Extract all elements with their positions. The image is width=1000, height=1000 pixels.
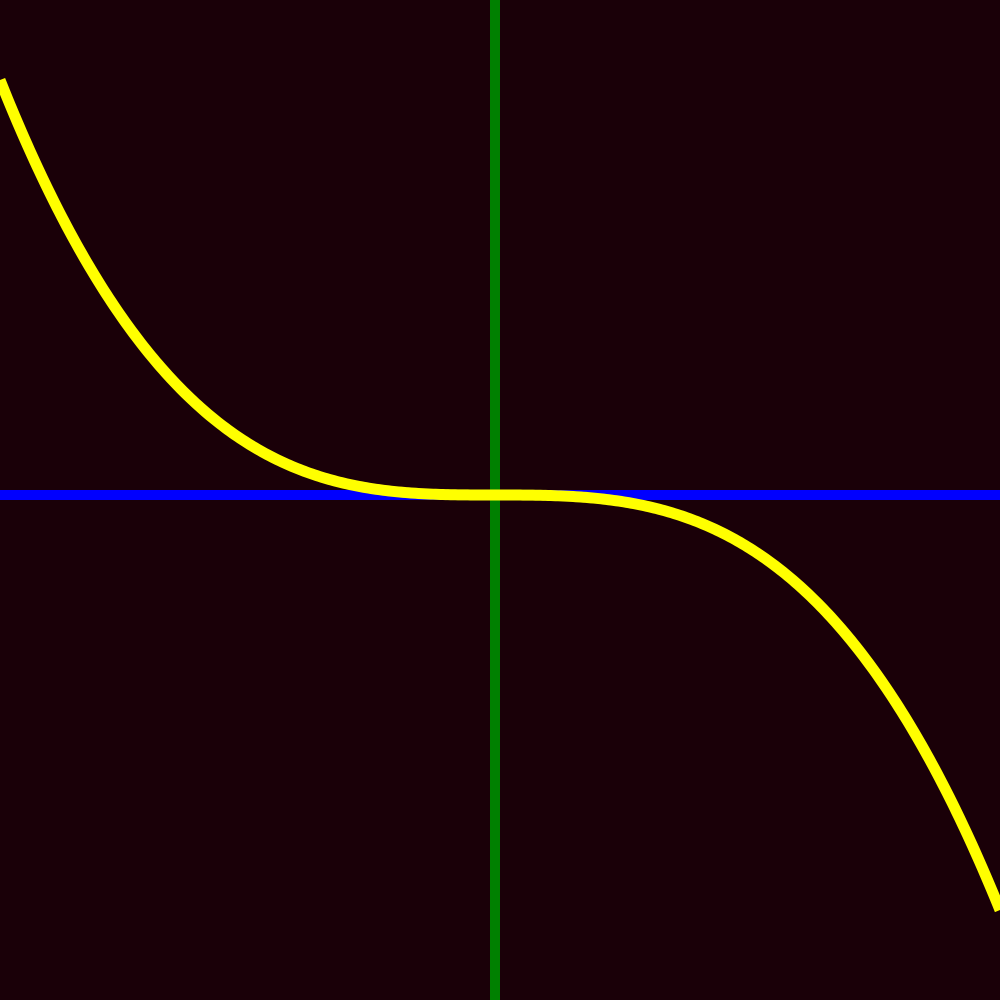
series-curve [0,77,1000,913]
